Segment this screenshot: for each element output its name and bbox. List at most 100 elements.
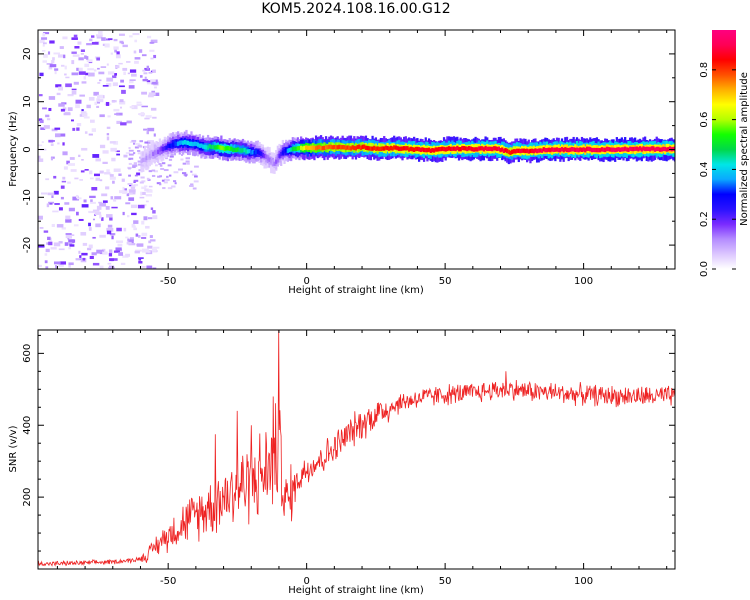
- colorbar-ticks: 0.0 0.2 0.4 0.6 0.8: [699, 62, 736, 277]
- spectrogram-ridge-cell: [383, 146, 386, 151]
- spectrogram-ridge-cell: [198, 143, 201, 148]
- spectrogram-noise-cell: [161, 162, 166, 165]
- spectrogram-noise-cell: [63, 54, 66, 59]
- spectrogram-ridge-cell: [334, 145, 338, 150]
- spectrogram-noise-cell: [135, 233, 139, 237]
- spectrogram-ridge-cell: [552, 147, 555, 152]
- spectrogram-ridge-cell: [461, 145, 464, 151]
- spectrogram-x-axis-label: Height of straight line (km): [288, 285, 424, 296]
- spectrogram-noise-cell: [113, 199, 117, 202]
- spectrogram-noise-cell: [127, 72, 130, 75]
- spectrogram-noise-cell: [152, 267, 157, 269]
- spectrogram-noise-cell: [148, 170, 153, 173]
- spectrogram-ridge-cell: [233, 147, 236, 153]
- spectrogram-noise-cell: [146, 80, 151, 83]
- spectrogram-noise-cell: [128, 85, 135, 89]
- spectrogram-ridge-cell: [168, 143, 171, 149]
- spectrogram-ridge-cell: [492, 146, 496, 151]
- spectrogram-ridge-cell: [494, 146, 497, 151]
- spectrogram-ridge-cell: [306, 145, 309, 151]
- spectrogram-noise-cell: [74, 46, 80, 49]
- spectrogram-ridge-cell: [612, 147, 615, 152]
- spectrogram-noise-cell: [58, 263, 64, 268]
- spectrogram-ridge-cell: [572, 147, 575, 152]
- spectrogram-noise-cell: [84, 55, 87, 59]
- spectrogram-noise-cell: [53, 261, 61, 265]
- spectrogram-noise-cell: [132, 33, 140, 36]
- spectrogram-noise-cell: [137, 145, 143, 148]
- spectrogram-ridge-cell: [585, 146, 589, 151]
- spectrogram-noise-cell: [65, 234, 72, 239]
- spectrogram-noise-cell: [153, 92, 160, 96]
- spectrogram-noise-cell: [147, 35, 152, 39]
- spectrogram-ridge-cell: [245, 149, 248, 154]
- spectrogram-ridge-cell: [477, 146, 481, 151]
- spectrogram-noise-cell: [157, 175, 161, 178]
- spectrogram-noise-cell: [68, 163, 75, 166]
- spectrogram-ridge-cell: [354, 146, 358, 151]
- spectrogram-noise-cell: [134, 146, 139, 149]
- spectrogram-noise-cell: [72, 196, 80, 201]
- spectrogram-noise-cell: [60, 64, 65, 67]
- spectrogram-ridge-cell: [590, 147, 594, 153]
- spectrogram-noise-cell: [38, 244, 45, 248]
- spectrogram-ridge-cell: [240, 148, 243, 153]
- spectrogram-noise-cell: [142, 69, 146, 72]
- spectrogram-ridge-cell: [303, 145, 306, 151]
- spectrogram-ridge-cell: [620, 147, 623, 152]
- spectrogram-ridge-cell: [153, 150, 157, 155]
- spectrogram-noise-cell: [135, 142, 140, 146]
- spectrogram-ridge-cell: [313, 145, 316, 150]
- spectrogram-ridge-cell: [562, 147, 565, 153]
- spectrogram-noise-cell: [71, 37, 78, 40]
- spectrogram-noise-cell: [99, 265, 104, 269]
- spectrogram-noise-cell: [129, 69, 137, 73]
- spectrogram-noise-cell: [109, 141, 116, 144]
- spectrogram-ridge-cell: [190, 141, 193, 146]
- spectrogram-noise-cell: [81, 159, 84, 161]
- snr-series: [38, 330, 675, 567]
- y-tick-label: 0: [22, 146, 33, 152]
- spectrogram-ridge-cell: [206, 145, 210, 150]
- spectrogram-noise-cell: [148, 188, 152, 192]
- spectrogram-ridge-cell: [514, 149, 517, 154]
- spectrogram-ridge-cell: [213, 145, 216, 150]
- spectrogram-noise-cell: [81, 81, 87, 84]
- spectrogram-noise-cell: [113, 46, 119, 50]
- spectrogram-noise-cell: [152, 215, 158, 220]
- spectrogram-ridge-cell: [471, 147, 474, 152]
- spectrogram-noise-cell: [68, 247, 71, 250]
- spectrogram-noise-cell: [78, 250, 81, 254]
- spectrogram-noise-cell: [106, 83, 111, 86]
- spectrogram-ridge-cell: [142, 157, 145, 163]
- spectrogram-noise-cell: [139, 181, 144, 184]
- spectrogram-noise-cell: [190, 183, 194, 186]
- spectrogram-ridge-cell: [507, 149, 510, 155]
- spectrogram-ridge-cell: [344, 145, 348, 151]
- spectrogram-ridge-cell: [173, 141, 176, 146]
- spectrogram-noise-cell: [110, 196, 114, 200]
- y-tick-label: -20: [22, 237, 33, 253]
- spectrogram-ridge-cell: [439, 146, 442, 152]
- spectrogram-ridge-cell: [469, 146, 472, 151]
- spectrogram-noise-cell: [62, 176, 66, 180]
- spectrogram-ridge-cell: [195, 141, 198, 147]
- spectrogram-noise-cell: [128, 174, 131, 177]
- spectrogram-noise-cell: [68, 241, 73, 246]
- spectrogram-noise-cell: [102, 161, 108, 164]
- spectrogram-ridge-cell: [376, 146, 379, 151]
- spectrogram-ridge-cell: [436, 147, 439, 152]
- snr-ticks: -50 0 50 100 200 400 600: [22, 330, 675, 587]
- spectrogram-noise-cell: [116, 51, 120, 55]
- colorbar-label: Normalized spectral amplitude: [739, 72, 750, 226]
- spectrogram-noise-cell: [131, 192, 136, 195]
- spectrogram-ridge-cell: [388, 146, 391, 151]
- spectrogram-noise-cell: [55, 84, 62, 88]
- spectrogram-noise-cell: [190, 170, 193, 173]
- spectrogram-ridge-cell: [673, 146, 675, 151]
- spectrogram-noise-cell: [99, 170, 104, 174]
- spectrogram-noise-cell: [45, 178, 50, 181]
- spectrogram-ridge-cell: [175, 141, 178, 147]
- spectrogram-noise-cell: [84, 63, 90, 68]
- spectrogram-noise-cell: [163, 181, 168, 184]
